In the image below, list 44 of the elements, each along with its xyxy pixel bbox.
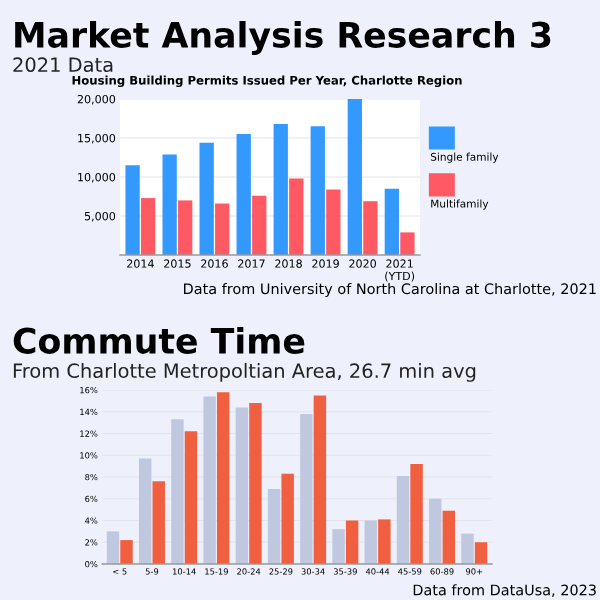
bar [162,154,177,255]
bar [461,533,474,564]
chart-subtitle: From Charlotte Metropoltian Area, 26.7 min avg [13,363,476,382]
bar [332,529,345,564]
bar [378,519,391,564]
bar [326,189,341,255]
bar [384,188,400,255]
bar [235,407,249,564]
bar [203,396,216,564]
bar [310,126,325,255]
bar [125,165,140,255]
bar [199,142,214,255]
bar [345,520,359,564]
bar [215,203,230,255]
bar [249,403,262,564]
bar [364,520,378,564]
bar [442,510,456,564]
bar [429,498,442,564]
bar [281,473,294,564]
bar [400,232,415,255]
bar [152,481,165,564]
bar [178,200,193,255]
bar [138,458,152,564]
chart-title: Market Analysis Research 3 [15,21,551,55]
bar [363,201,378,255]
bar [410,463,423,564]
bar [267,488,281,564]
bar [171,419,184,564]
bar [396,475,410,564]
chart-subtitle: 2021 Data [13,57,113,73]
bar [140,198,156,255]
bar [273,123,288,255]
bar [184,431,198,564]
bar [120,540,133,564]
bar [313,395,327,564]
bar [347,99,362,255]
chart-title: Commute Time [13,327,305,354]
bar [252,195,267,255]
bar [106,531,120,564]
bar [289,178,304,255]
bar [474,542,488,564]
bar [300,413,313,564]
bar [236,134,251,255]
bar [216,392,230,564]
